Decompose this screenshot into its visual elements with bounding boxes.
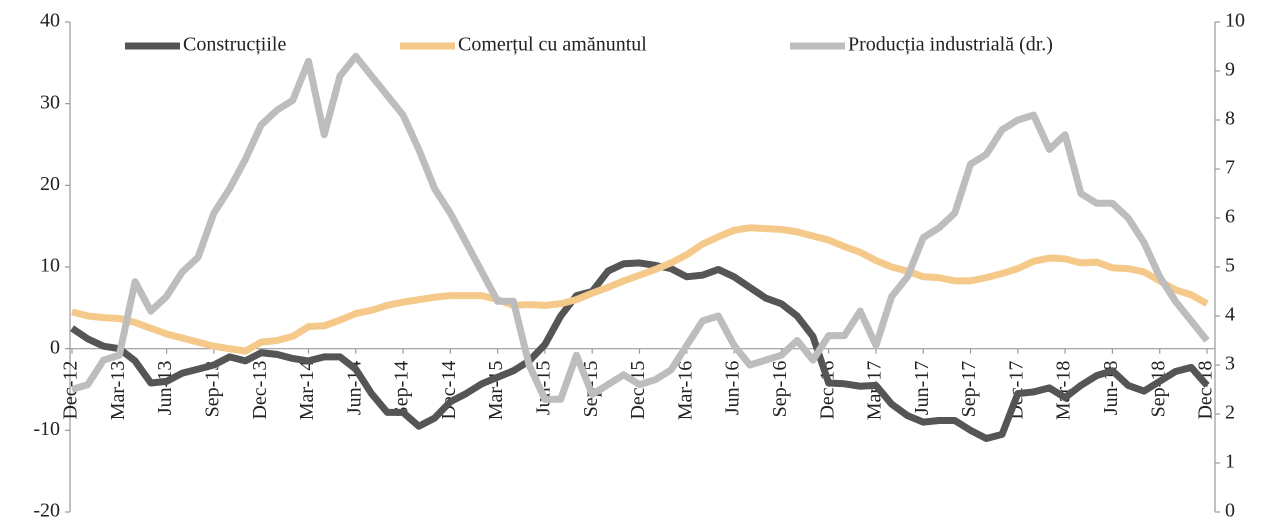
series-line xyxy=(71,224,1209,355)
y-tick-label: 0 xyxy=(50,336,60,358)
y2-tick-label: 10 xyxy=(1225,10,1245,32)
series-line xyxy=(70,52,1210,403)
x-tick-label: Mar-13 xyxy=(107,361,129,421)
y2-tick-label: 6 xyxy=(1225,206,1235,228)
y2-tick-label: 2 xyxy=(1225,402,1235,424)
x-tick-label: Sep-16 xyxy=(769,361,791,418)
x-tick-label: Sep-17 xyxy=(958,361,980,418)
legend-label: Producția industrială (dr.) xyxy=(848,34,1053,56)
y-tick-label: 20 xyxy=(40,173,60,195)
x-tick-label: Jun-16 xyxy=(722,361,744,415)
y2-tick-label: 8 xyxy=(1225,108,1235,130)
x-tick-label: Dec-13 xyxy=(249,361,271,420)
x-tick-label: Jun-17 xyxy=(911,361,933,415)
y2-tick-label: 7 xyxy=(1225,157,1235,179)
y2-tick-label: 4 xyxy=(1225,304,1235,326)
x-tick-label: Mar-17 xyxy=(864,361,886,421)
y-tick-label: -10 xyxy=(33,418,60,440)
y2-tick-label: 0 xyxy=(1225,500,1235,520)
y-tick-label: 10 xyxy=(40,255,60,277)
legend-label: Construcțiile xyxy=(183,34,286,56)
y2-tick-label: 5 xyxy=(1225,255,1235,277)
x-tick-label: Mar-15 xyxy=(485,361,507,421)
x-tick-label: Dec-15 xyxy=(627,361,649,420)
x-tick-label: Jun-13 xyxy=(154,361,176,415)
x-tick-label: Dec-16 xyxy=(816,361,838,420)
series-line xyxy=(70,259,1210,442)
x-tick-label: Sep-14 xyxy=(391,361,413,418)
y-tick-label: -20 xyxy=(33,500,60,520)
y-tick-label: 40 xyxy=(40,10,60,32)
y2-tick-label: 9 xyxy=(1225,59,1235,81)
x-tick-label: Mar-14 xyxy=(296,361,318,421)
legend-label: Comerțul cu amănuntul xyxy=(458,34,647,56)
x-tick-label: Sep-13 xyxy=(201,361,223,418)
y-tick-label: 30 xyxy=(40,91,60,113)
x-tick-label: Mar-18 xyxy=(1053,361,1075,421)
x-tick-label: Dec-18 xyxy=(1195,361,1217,420)
x-tick-label: Dec-12 xyxy=(60,361,82,420)
x-tick-label: Mar-16 xyxy=(674,361,696,421)
y2-tick-label: 3 xyxy=(1225,353,1235,375)
y2-tick-label: 1 xyxy=(1225,451,1235,473)
